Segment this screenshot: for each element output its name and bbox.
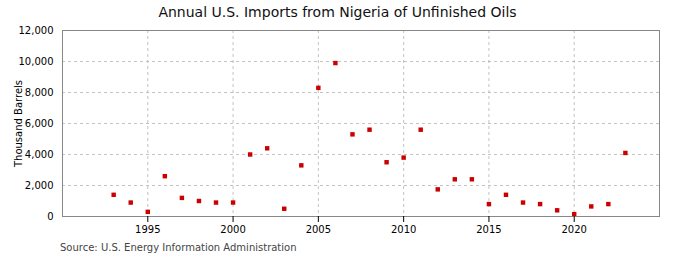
- svg-text:1995: 1995: [135, 224, 160, 235]
- svg-text:Thousand Barrels: Thousand Barrels: [13, 80, 24, 168]
- svg-text:6,000: 6,000: [25, 118, 54, 129]
- svg-text:2005: 2005: [306, 224, 331, 235]
- svg-text:0: 0: [47, 211, 53, 222]
- svg-text:2020: 2020: [561, 224, 586, 235]
- svg-text:2015: 2015: [476, 224, 501, 235]
- svg-text:12,000: 12,000: [19, 25, 54, 36]
- html-text:Annual U.S. Imports from Niger: Annual U.S. Imports from Nigeria of Unfi…: [158, 4, 517, 20]
- svg-text:2010: 2010: [391, 224, 416, 235]
- svg-text:10,000: 10,000: [19, 56, 54, 67]
- svg-text:2,000: 2,000: [25, 180, 54, 191]
- svg-text:4,000: 4,000: [25, 149, 54, 160]
- html-text:Source: U.S. Energy Informatio: Source: U.S. Energy Information Administ…: [60, 242, 297, 253]
- svg-text:2000: 2000: [220, 224, 245, 235]
- svg-text:8,000: 8,000: [25, 87, 54, 98]
